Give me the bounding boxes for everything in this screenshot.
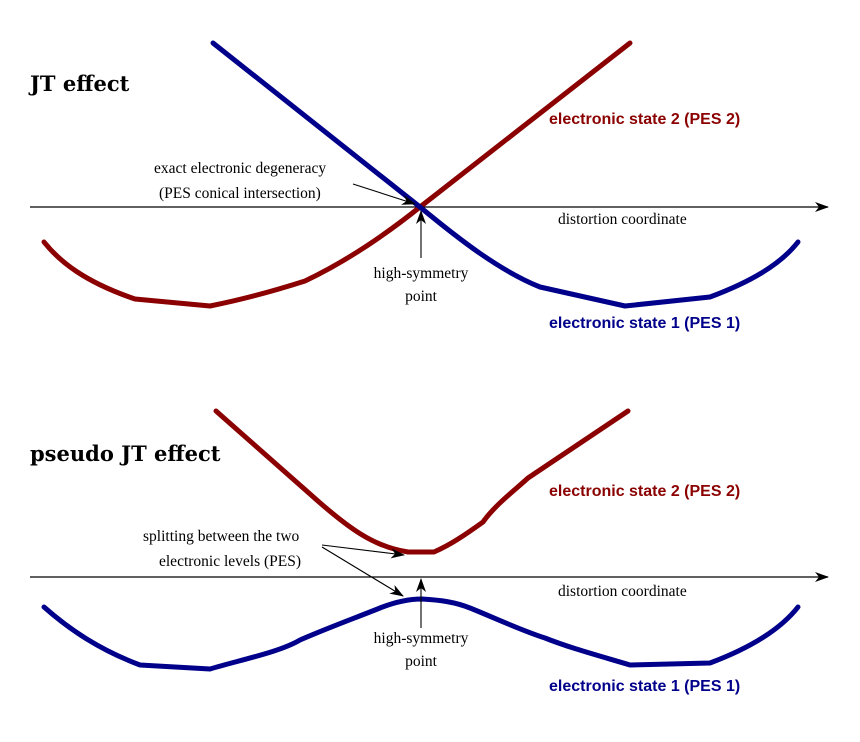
pjt-symmetry-text-line2: point: [405, 653, 438, 670]
jt-pes2-curve: [41, 40, 633, 309]
pjt-state1-label: electronic state 1 (PES 1): [549, 678, 740, 695]
pjt-symmetry-text-line1: high-symmetry: [374, 630, 469, 647]
jt-title: JT effect: [28, 71, 130, 96]
jt-degeneracy-text-line1: exact electronic degeneracy: [154, 160, 326, 177]
jt-pes1-curve: [210, 40, 801, 309]
jt-axis-label: distortion coordinate: [558, 211, 687, 228]
pjt-axis-label: distortion coordinate: [558, 583, 687, 600]
pjt-pes2-curve: [213, 408, 631, 555]
pjt-split-pointer-upper: [321, 544, 405, 559]
jt-symmetry-text-line1: high-symmetry: [374, 265, 469, 282]
jt-symmetry-text-line2: point: [405, 288, 438, 305]
pjt-split-pointer-lower: [321, 546, 404, 597]
jt-degeneracy-pointer: [352, 183, 416, 205]
pjt-split-text-line1: splitting between the two: [143, 528, 300, 545]
jt-state2-label: electronic state 2 (PES 2): [549, 111, 740, 128]
pjt-state2-label: electronic state 2 (PES 2): [549, 483, 740, 500]
pjt-panel: pseudo JT effect electronic state 2 (PES…: [30, 408, 829, 695]
pjt-title: pseudo JT effect: [30, 441, 221, 466]
pjt-split-text-line2: electronic levels (PES): [159, 553, 301, 570]
jt-degeneracy-text-line2: (PES conical intersection): [159, 185, 321, 202]
jt-panel: JT effect electronic state 2 (PES 2) ele…: [28, 40, 829, 332]
jt-state1-label: electronic state 1 (PES 1): [549, 315, 740, 332]
pjt-pes1-curve: [41, 596, 801, 672]
